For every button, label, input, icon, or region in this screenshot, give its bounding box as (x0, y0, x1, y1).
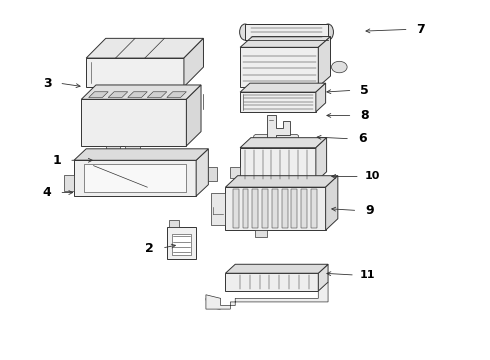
Polygon shape (196, 149, 208, 196)
Polygon shape (272, 189, 278, 228)
Polygon shape (125, 146, 140, 152)
Text: 6: 6 (358, 132, 367, 145)
Polygon shape (262, 189, 268, 228)
Polygon shape (64, 175, 74, 191)
Polygon shape (81, 85, 201, 99)
Polygon shape (147, 92, 167, 98)
Text: 4: 4 (43, 186, 51, 199)
Polygon shape (240, 148, 316, 182)
Polygon shape (245, 24, 328, 40)
FancyBboxPatch shape (254, 134, 298, 146)
Ellipse shape (240, 24, 250, 40)
Text: 3: 3 (43, 77, 51, 90)
Text: 10: 10 (365, 171, 380, 181)
Polygon shape (225, 264, 328, 273)
Polygon shape (108, 92, 128, 98)
Polygon shape (243, 189, 248, 228)
Polygon shape (74, 149, 208, 160)
Polygon shape (326, 176, 338, 230)
Polygon shape (240, 47, 318, 87)
Polygon shape (301, 189, 307, 228)
Polygon shape (240, 138, 327, 148)
Polygon shape (316, 138, 327, 182)
Polygon shape (167, 226, 196, 259)
Polygon shape (316, 83, 326, 112)
Polygon shape (255, 230, 267, 237)
Polygon shape (252, 189, 258, 228)
Polygon shape (84, 164, 186, 192)
Polygon shape (184, 39, 203, 87)
Ellipse shape (276, 38, 291, 46)
Text: 7: 7 (416, 23, 425, 36)
Polygon shape (155, 87, 169, 91)
Polygon shape (225, 187, 326, 230)
Polygon shape (225, 273, 318, 291)
Polygon shape (282, 189, 288, 228)
Polygon shape (186, 85, 201, 146)
Polygon shape (230, 167, 240, 178)
Text: 8: 8 (361, 109, 369, 122)
Polygon shape (74, 160, 196, 196)
Polygon shape (106, 146, 121, 152)
Circle shape (331, 61, 347, 73)
Polygon shape (86, 58, 184, 87)
Polygon shape (128, 92, 147, 98)
Ellipse shape (323, 24, 333, 40)
Text: 11: 11 (359, 270, 375, 280)
Polygon shape (225, 176, 338, 187)
Polygon shape (86, 39, 203, 58)
Polygon shape (96, 87, 111, 91)
Polygon shape (318, 37, 331, 87)
Text: 1: 1 (52, 154, 61, 167)
Text: 2: 2 (146, 242, 154, 255)
Polygon shape (292, 189, 297, 228)
Polygon shape (206, 282, 328, 309)
Polygon shape (208, 167, 217, 181)
Polygon shape (233, 189, 239, 228)
Polygon shape (89, 92, 108, 98)
Polygon shape (81, 99, 186, 146)
Polygon shape (318, 264, 328, 291)
Polygon shape (245, 87, 314, 91)
Text: 5: 5 (360, 84, 369, 97)
Polygon shape (172, 234, 191, 255)
Polygon shape (240, 83, 326, 92)
Ellipse shape (298, 38, 313, 46)
Text: 9: 9 (365, 204, 374, 217)
Ellipse shape (254, 38, 269, 46)
Polygon shape (267, 116, 291, 139)
Polygon shape (240, 92, 316, 112)
Polygon shape (169, 220, 179, 226)
Polygon shape (211, 193, 225, 225)
Polygon shape (311, 189, 317, 228)
Polygon shape (240, 37, 331, 47)
Polygon shape (167, 92, 186, 98)
